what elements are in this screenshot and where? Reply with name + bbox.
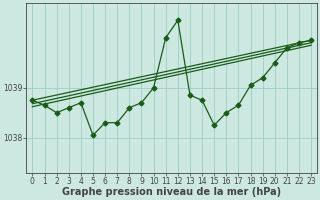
X-axis label: Graphe pression niveau de la mer (hPa): Graphe pression niveau de la mer (hPa) xyxy=(62,187,281,197)
